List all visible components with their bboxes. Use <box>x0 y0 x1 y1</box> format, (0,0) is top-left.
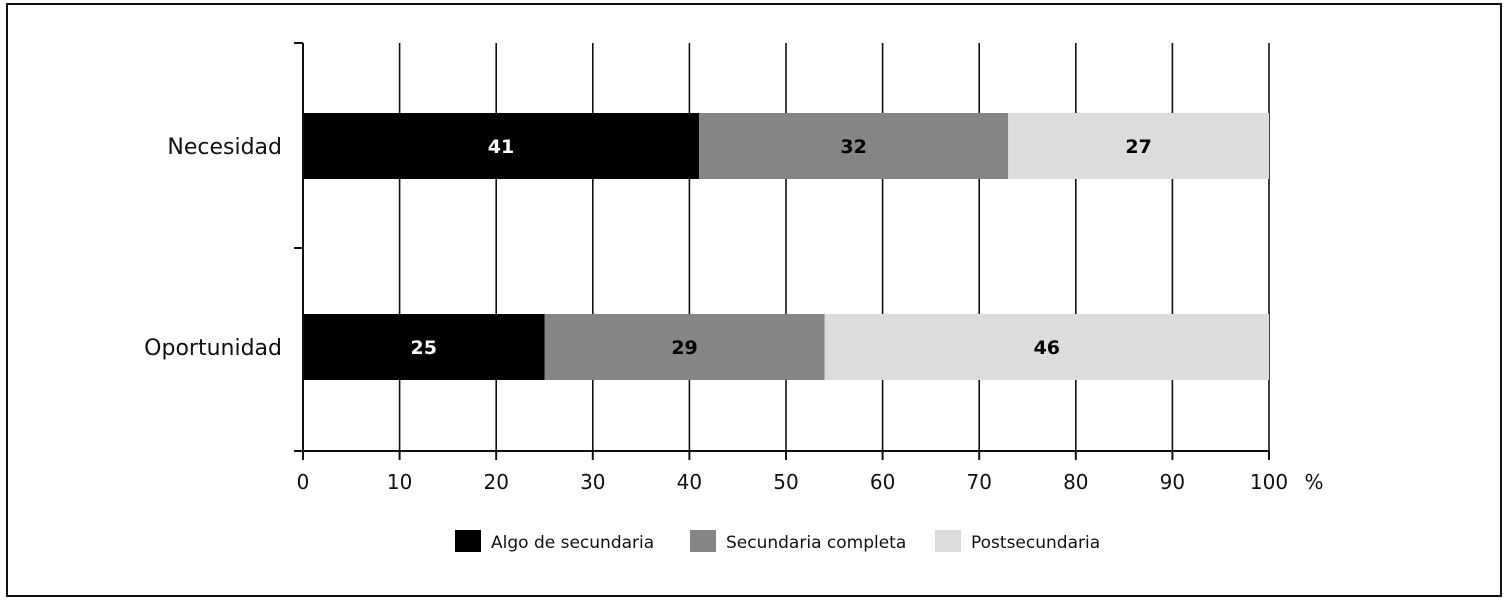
bar-segment <box>303 314 545 380</box>
x-tick-label: 90 <box>1160 470 1185 494</box>
x-tick-label: 20 <box>483 470 508 494</box>
x-tick-label: 70 <box>966 470 991 494</box>
chart-frame <box>6 3 1502 597</box>
axes <box>294 42 1270 460</box>
x-tick-label: 100 <box>1250 470 1288 494</box>
x-tick-label: 40 <box>677 470 702 494</box>
data-label: 25 <box>411 337 437 359</box>
bars: 41 32 27 25 29 46 <box>303 113 1269 380</box>
data-label: 41 <box>488 136 514 158</box>
x-unit-label: % <box>1304 470 1323 494</box>
legend: Algo de secundaria Secundaria completa Pos… <box>455 530 1100 553</box>
data-label: 27 <box>1125 136 1151 158</box>
gridlines <box>398 43 1270 451</box>
x-tick-labels: 0 10 20 30 40 50 60 70 80 90 100% <box>297 470 1324 494</box>
bar-segment <box>1008 113 1269 179</box>
category-label: Oportunidad <box>144 336 282 361</box>
category-label: Necesidad <box>167 135 282 160</box>
x-tick-label: 60 <box>870 470 895 494</box>
x-tick-label: 50 <box>773 470 798 494</box>
bar-segment <box>824 314 1269 380</box>
data-label: 29 <box>671 337 697 359</box>
legend-swatch <box>455 530 481 552</box>
x-tick-label: 80 <box>1063 470 1088 494</box>
legend-label: Postsecundaria <box>971 533 1100 553</box>
data-label: 32 <box>840 136 866 158</box>
x-tick-label: 30 <box>580 470 605 494</box>
legend-label: Algo de secundaria <box>491 533 654 553</box>
x-tick-label: 10 <box>387 470 412 494</box>
bar-segment <box>699 113 1009 179</box>
category-labels: Necesidad Oportunidad <box>144 135 282 361</box>
legend-swatch <box>690 530 716 552</box>
bar-segment <box>544 314 825 380</box>
data-label: 46 <box>1034 337 1060 359</box>
legend-label: Secundaria completa <box>726 533 906 553</box>
bar-segment <box>303 113 700 179</box>
legend-swatch <box>935 530 961 552</box>
x-tick-label: 0 <box>297 470 310 494</box>
